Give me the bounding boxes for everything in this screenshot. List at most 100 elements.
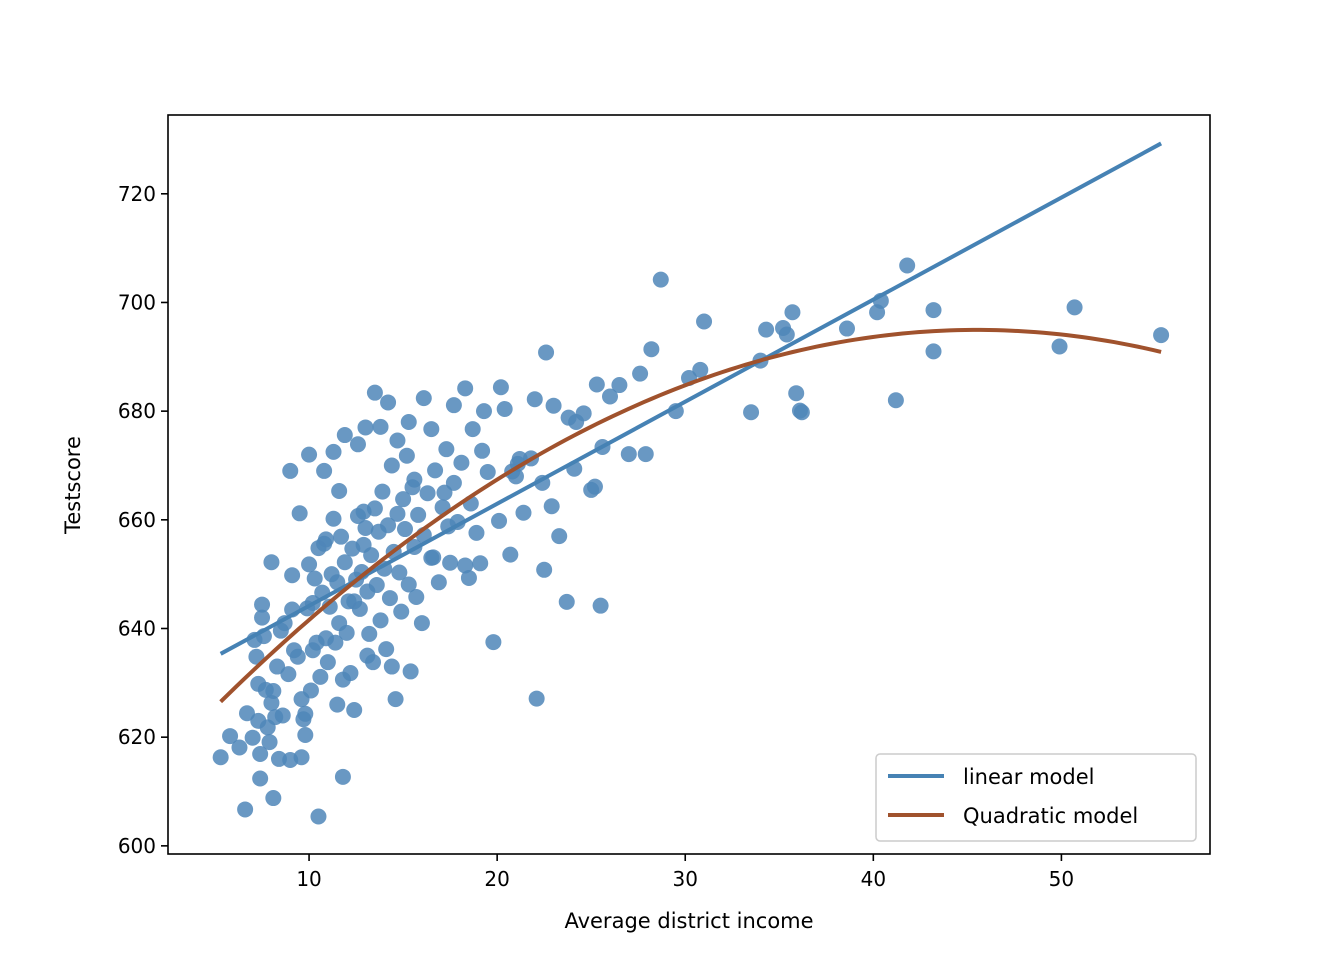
data-point	[254, 596, 271, 613]
data-point	[306, 570, 323, 587]
data-point	[838, 320, 855, 337]
data-point	[402, 663, 419, 680]
data-point	[743, 404, 760, 421]
data-point	[528, 690, 545, 707]
data-point	[413, 615, 430, 632]
data-point	[325, 510, 342, 527]
data-point	[389, 505, 406, 522]
data-point	[265, 790, 282, 807]
data-point	[380, 517, 397, 534]
data-point	[479, 464, 496, 481]
y-tick-label: 680	[118, 399, 156, 423]
data-point	[357, 419, 374, 436]
data-point	[372, 418, 389, 435]
data-point	[316, 462, 333, 479]
data-point	[588, 376, 605, 393]
data-point	[496, 400, 513, 417]
data-point	[301, 556, 318, 573]
x-tick-label: 40	[861, 867, 886, 891]
data-point	[438, 441, 455, 458]
legend-label-quadratic: Quadratic model	[963, 804, 1138, 828]
y-tick-label: 640	[118, 616, 156, 640]
data-point	[346, 593, 363, 610]
plot-area	[168, 115, 1210, 854]
data-point	[301, 446, 318, 463]
data-point	[793, 404, 810, 421]
data-point	[485, 634, 502, 651]
data-point	[637, 446, 654, 463]
data-point	[1066, 299, 1083, 316]
data-point	[355, 536, 372, 553]
data-point	[468, 524, 485, 541]
data-point	[248, 648, 265, 665]
data-point	[212, 749, 229, 766]
data-point	[387, 691, 404, 708]
data-point	[643, 341, 660, 358]
y-tick-label: 620	[118, 725, 156, 749]
scatter-points	[212, 257, 1170, 825]
data-point	[400, 576, 417, 593]
data-point	[366, 384, 383, 401]
data-point	[538, 344, 555, 361]
legend: linear model Quadratic model	[875, 753, 1197, 842]
data-point	[383, 457, 400, 474]
data-point	[899, 257, 916, 274]
data-point	[502, 546, 519, 563]
data-point	[244, 729, 261, 746]
data-point	[280, 666, 297, 683]
data-point	[265, 682, 282, 699]
data-point	[442, 554, 459, 571]
data-point	[338, 624, 355, 641]
data-point	[291, 505, 308, 522]
data-point	[758, 321, 775, 338]
data-point	[696, 313, 713, 330]
data-point	[349, 436, 366, 453]
data-point	[410, 506, 427, 523]
data-point	[342, 665, 359, 682]
data-point	[427, 462, 444, 479]
data-point	[491, 512, 508, 529]
data-point	[620, 446, 637, 463]
data-point	[336, 554, 353, 571]
data-point	[558, 593, 575, 610]
data-point	[293, 749, 310, 766]
data-point	[464, 421, 481, 438]
data-point	[237, 801, 254, 818]
data-point	[415, 390, 432, 407]
x-tick-label: 50	[1049, 867, 1074, 891]
y-axis-label: Testscore	[61, 436, 85, 535]
data-point	[282, 462, 299, 479]
data-point	[400, 414, 417, 431]
data-point	[887, 392, 904, 409]
data-point	[378, 641, 395, 658]
data-point	[238, 705, 255, 722]
data-point	[543, 498, 560, 515]
data-point	[289, 648, 306, 665]
legend-label-linear: linear model	[963, 765, 1094, 789]
data-point	[297, 705, 314, 722]
data-point	[334, 768, 351, 785]
data-point	[788, 385, 805, 402]
data-point	[425, 549, 442, 566]
x-tick-label: 20	[484, 867, 509, 891]
x-axis-ticks: 10 20 30 40 50	[296, 854, 1074, 891]
data-point	[475, 403, 492, 420]
data-point	[457, 380, 474, 397]
x-axis-label: Average district income	[564, 909, 813, 933]
data-point	[430, 574, 447, 591]
data-point	[357, 519, 374, 536]
data-point	[254, 609, 271, 626]
data-point	[408, 588, 425, 605]
data-point	[457, 557, 474, 574]
data-point	[284, 567, 301, 584]
data-point	[263, 554, 280, 571]
data-point	[1153, 327, 1170, 344]
data-point	[336, 427, 353, 444]
data-point	[346, 702, 363, 719]
data-point	[372, 612, 389, 629]
data-point	[231, 739, 248, 756]
data-point	[551, 528, 568, 545]
data-point	[611, 377, 628, 394]
data-point	[361, 625, 378, 642]
data-point	[269, 658, 286, 675]
